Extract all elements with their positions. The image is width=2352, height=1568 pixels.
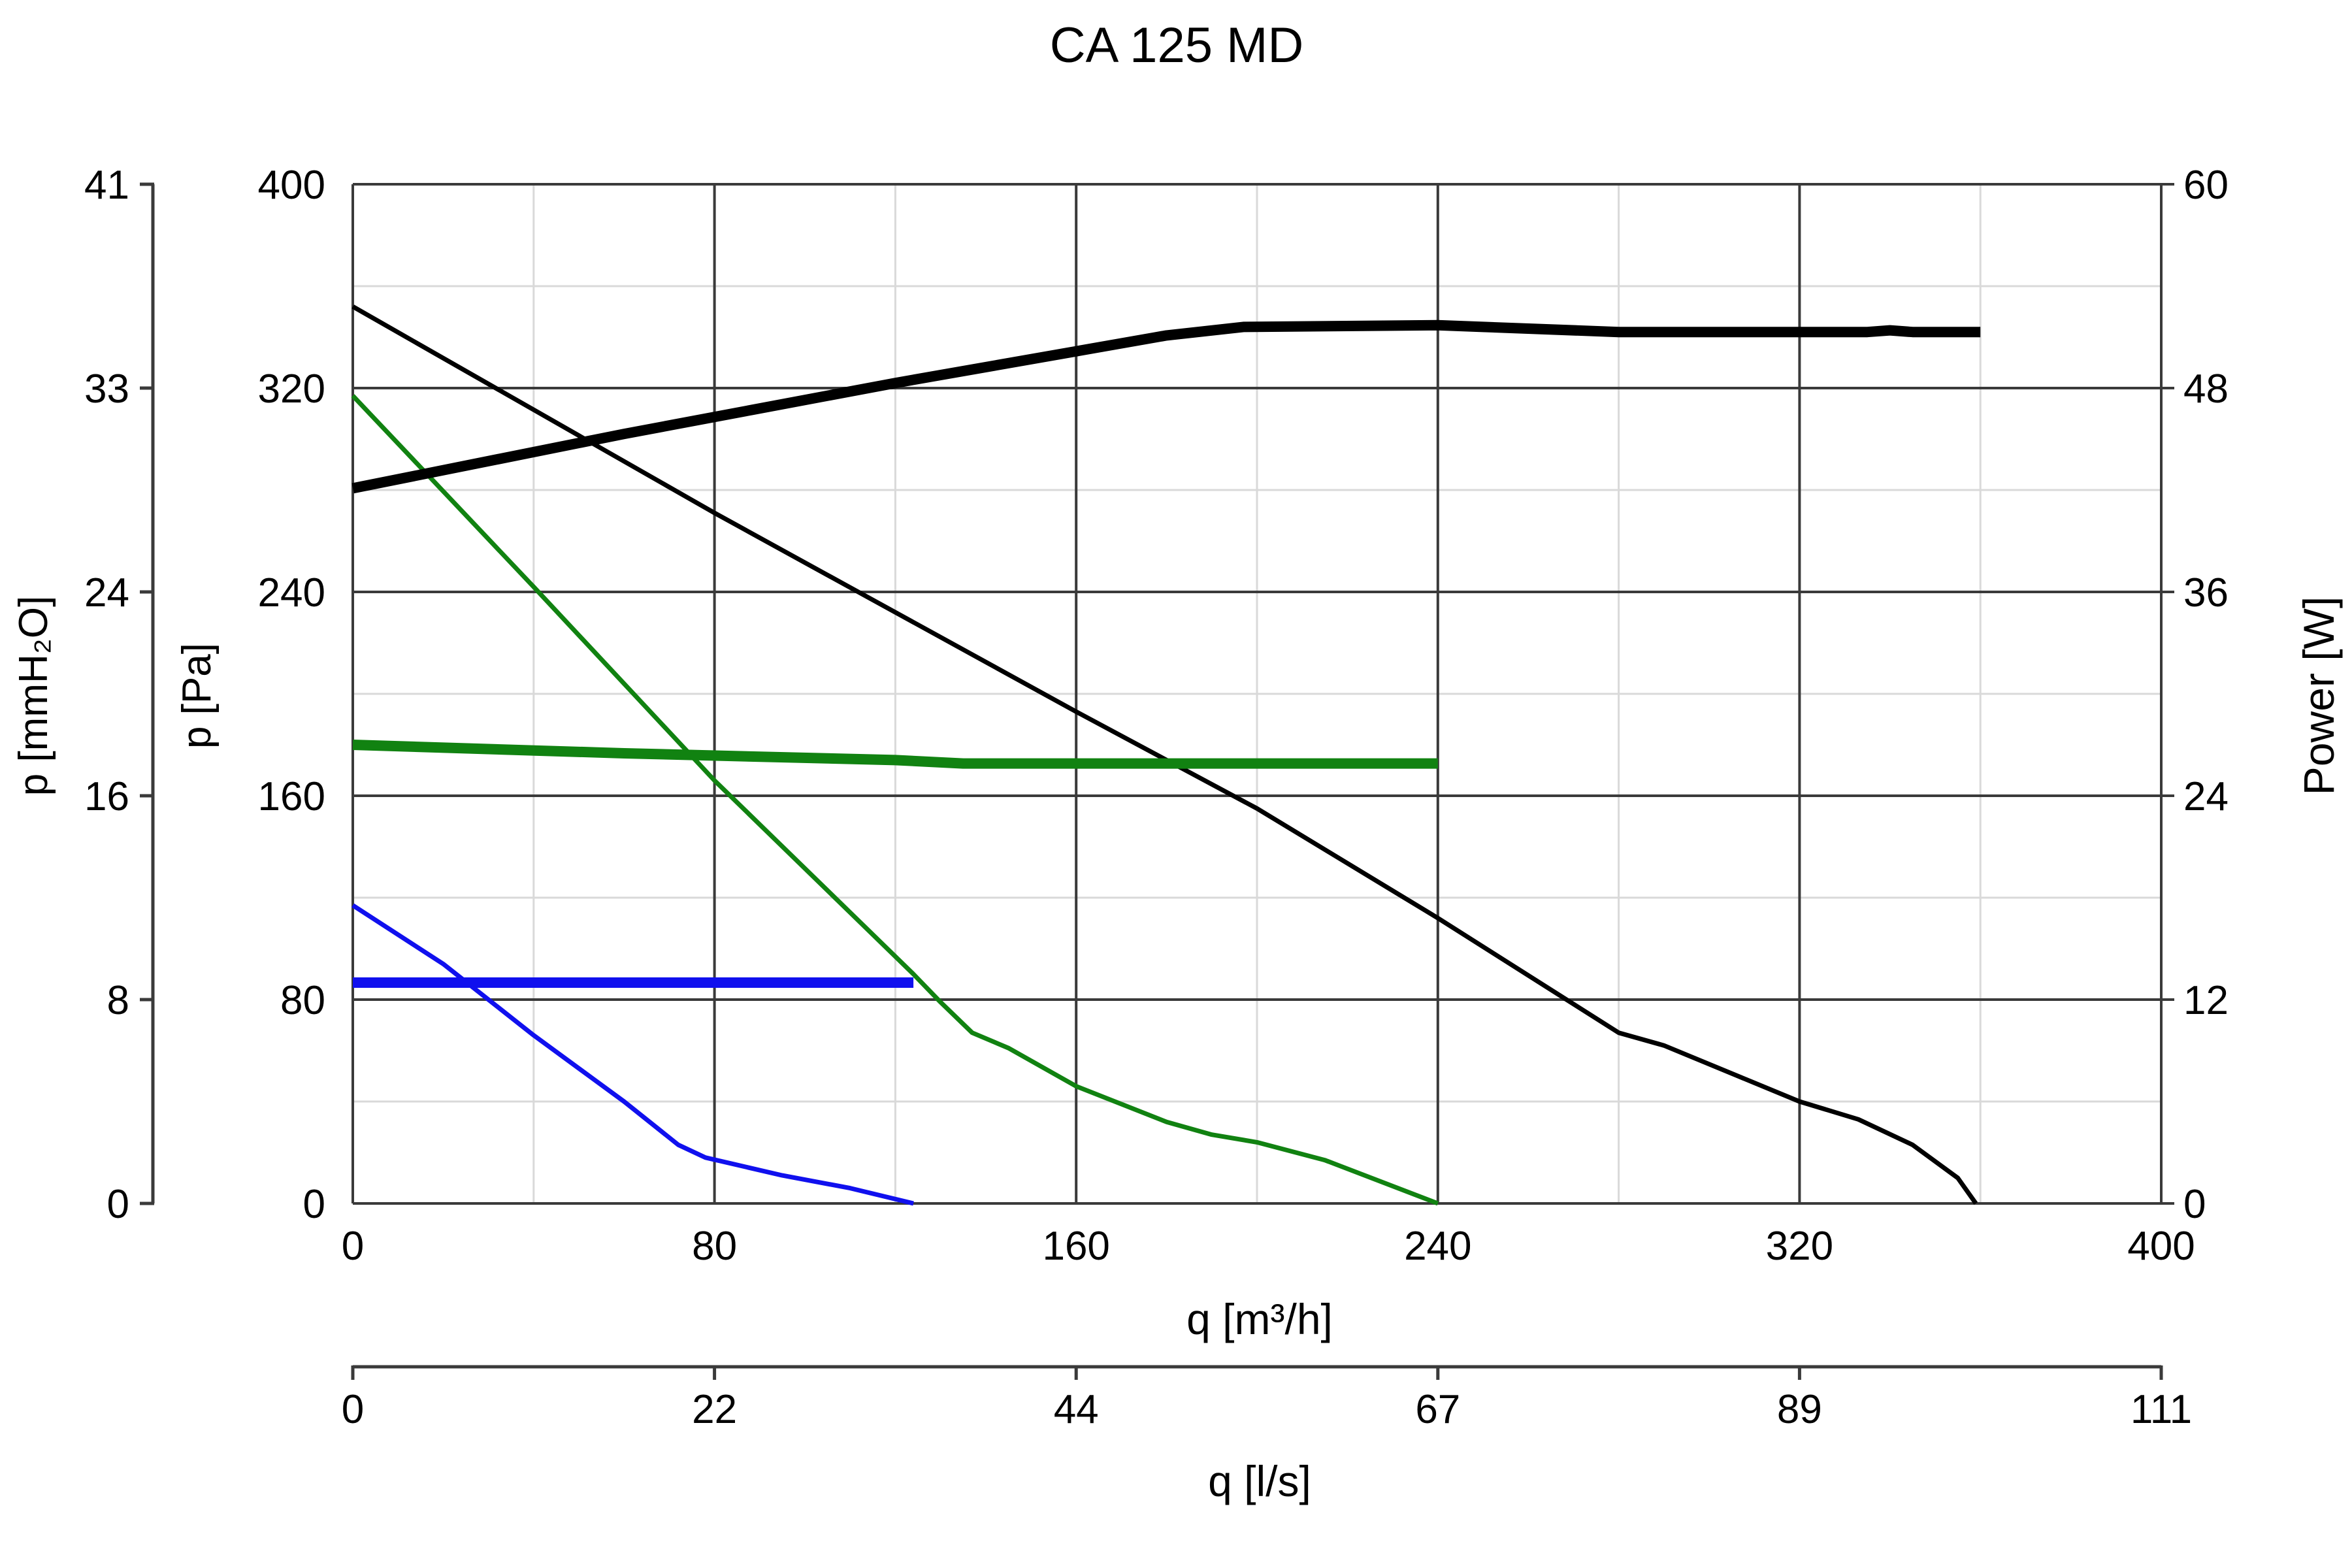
chart-title: CA 125 MD — [1050, 18, 1304, 73]
secondary-left-tick-label: 33 — [84, 367, 129, 412]
y-tick-label: 160 — [258, 774, 325, 819]
secondary-bottom-tick-label: 111 — [2131, 1387, 2192, 1432]
secondary-bottom-axis: 0 22 44 67 89 111 — [342, 1365, 2192, 1432]
secondary-bottom-tick-label: 89 — [1777, 1387, 1822, 1432]
major-gridlines — [351, 183, 2163, 1205]
secondary-left-tick-label: 16 — [84, 774, 129, 819]
power-axis-tick-label: 12 — [2183, 978, 2229, 1023]
y-tick-label: 240 — [258, 570, 325, 615]
y-tick-label: 0 — [303, 1182, 325, 1227]
pressure-curve-1 — [351, 394, 1439, 1206]
x-tick-label: 160 — [1042, 1224, 1109, 1269]
power-axis-tick-label: 48 — [2183, 367, 2229, 412]
power-axis-tick-label: 60 — [2183, 163, 2229, 208]
y-tick-label: 80 — [280, 978, 325, 1023]
secondary-bottom-tick-label: 67 — [1415, 1387, 1460, 1432]
x-tick-label: 320 — [1766, 1224, 1833, 1269]
power-axis-tick-label: 36 — [2183, 570, 2229, 615]
y-tick-label: 320 — [258, 367, 325, 412]
x-tick-label: 240 — [1404, 1224, 1471, 1269]
power-axis-tick-label: 0 — [2183, 1182, 2206, 1227]
y-axis-tick-labels: 0 80 160 240 320 400 — [258, 163, 325, 1227]
secondary-left-axis-label: p [mmH₂O] — [11, 596, 56, 796]
x-axis-label: q [m³/h] — [1186, 1295, 1333, 1343]
secondary-left-tick-label: 0 — [107, 1182, 129, 1227]
x-tick-label: 400 — [2127, 1224, 2195, 1269]
pressure-curve-0 — [351, 304, 1978, 1205]
y-axis-label: p [Pa] — [174, 643, 220, 749]
curve-series — [351, 304, 1981, 1206]
x-axis-tick-labels: 0 80 160 240 320 400 — [342, 1224, 2195, 1269]
secondary-left-tick-label: 24 — [84, 570, 129, 615]
power-axis-label: Power [W] — [2295, 596, 2343, 795]
secondary-bottom-tick-label: 22 — [692, 1387, 737, 1432]
secondary-left-axis: 0 8 16 24 33 41 — [84, 163, 155, 1227]
secondary-bottom-tick-label: 0 — [342, 1387, 364, 1432]
power-axis-tick-label: 24 — [2183, 774, 2229, 819]
secondary-bottom-axis-label: q [l/s] — [1208, 1457, 1311, 1505]
secondary-left-tick-label: 8 — [107, 978, 129, 1023]
secondary-bottom-tick-label: 44 — [1054, 1387, 1099, 1432]
secondary-left-tick-label: 41 — [84, 163, 129, 208]
x-tick-label: 0 — [342, 1224, 364, 1269]
y-tick-label: 400 — [258, 163, 325, 208]
x-tick-label: 80 — [692, 1224, 737, 1269]
power-curve-4 — [352, 740, 1438, 769]
power-axis: 0 12 24 36 48 60 — [2161, 163, 2229, 1227]
minor-gridlines — [353, 184, 2161, 1203]
power-curve-3 — [351, 319, 1981, 494]
